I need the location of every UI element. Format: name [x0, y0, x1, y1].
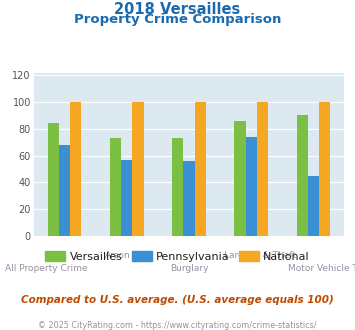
Bar: [172, 138, 184, 236]
Bar: [70, 102, 81, 236]
Text: 2018 Versailles: 2018 Versailles: [114, 2, 241, 16]
Text: Motor Vehicle Theft: Motor Vehicle Theft: [288, 264, 355, 273]
Bar: [257, 102, 268, 236]
Text: Property Crime Comparison: Property Crime Comparison: [74, 13, 281, 26]
Bar: [110, 138, 121, 236]
Bar: [121, 160, 132, 236]
Bar: [246, 137, 257, 236]
Text: Arson: Arson: [105, 251, 131, 260]
Bar: [59, 145, 70, 236]
Legend: Versailles, Pennsylvania, National: Versailles, Pennsylvania, National: [41, 247, 314, 267]
Bar: [234, 121, 246, 236]
Text: Larceny & Theft: Larceny & Theft: [224, 251, 296, 260]
Text: Burglary: Burglary: [170, 264, 208, 273]
Bar: [297, 115, 308, 236]
Bar: [308, 176, 319, 236]
Bar: [319, 102, 330, 236]
Text: Compared to U.S. average. (U.S. average equals 100): Compared to U.S. average. (U.S. average …: [21, 295, 334, 305]
Bar: [195, 102, 206, 236]
Text: © 2025 CityRating.com - https://www.cityrating.com/crime-statistics/: © 2025 CityRating.com - https://www.city…: [38, 321, 317, 330]
Bar: [132, 102, 144, 236]
Bar: [184, 161, 195, 236]
Text: All Property Crime: All Property Crime: [5, 264, 88, 273]
Bar: [48, 123, 59, 236]
